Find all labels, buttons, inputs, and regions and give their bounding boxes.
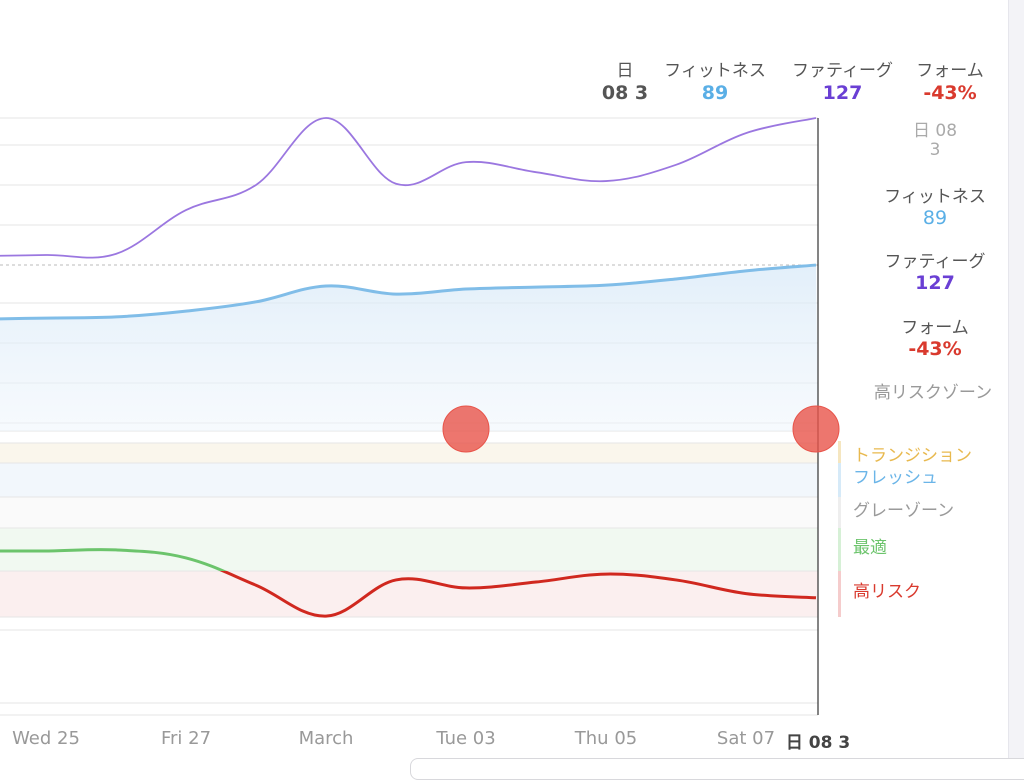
x-tick-label: Fri 27 [160,728,212,749]
tooltip-fitness-label: フィットネス [884,187,986,207]
form-zone-band-グレーゾーン [0,497,818,528]
tooltip-zone: 高リスクゾーン [873,383,993,403]
legend-transition: トランジション [838,441,972,466]
header-fatigue-label: ファティーグ [792,61,893,81]
tooltip-date: 日 08 3 [860,122,1010,160]
tooltip-date-line1: 日 08 [912,121,958,141]
legend-high-risk: 高リスク [838,571,921,617]
x-tick-label: March [298,728,354,749]
legend-optimal: 最適 [838,528,887,571]
high-risk-marker [442,405,490,453]
tooltip-date-line2: 3 [929,140,941,160]
fitness-chart [0,117,840,716]
x-tick-label: Wed 25 [12,728,80,749]
x-tick-label: Tue 03 [436,728,496,749]
tooltip-form-value: -43% [908,338,962,360]
form-zone-band-フレッシュ [0,463,818,497]
header-date-label: 日 [616,61,634,81]
x-tick-label: Thu 05 [574,728,638,749]
tooltip-form-label: フォーム [901,318,969,338]
form-line-optimal [0,548,228,571]
header-form-label: フォーム [916,61,984,81]
fitness-area [0,265,818,431]
form-zone-band-トランジション [0,443,818,463]
header-date-value: 08 3 [601,82,649,104]
x-tick-label: Sat 07 [716,728,776,749]
scrollbar[interactable] [1008,0,1024,763]
high-risk-marker [792,405,840,453]
legend-fresh: フレッシュ [838,463,938,497]
legend-grey-zone: グレーゾーン [838,497,954,528]
x-tick-label: 日 08 3 [785,733,851,753]
header-fitness-label: フィットネス [664,61,766,81]
header-form-value: -43% [923,82,977,104]
form-line-high-risk [219,571,817,618]
fatigue-line [0,117,817,259]
bottom-panel [410,758,1024,780]
tooltip-fatigue-value: 127 [915,272,955,294]
tooltip-fatigue-label: ファティーグ [884,252,986,272]
header-fatigue-value: 127 [822,82,863,104]
header-fitness-value: 89 [701,82,729,104]
fitness-line [0,263,817,321]
tooltip-fitness-value: 89 [922,207,948,229]
